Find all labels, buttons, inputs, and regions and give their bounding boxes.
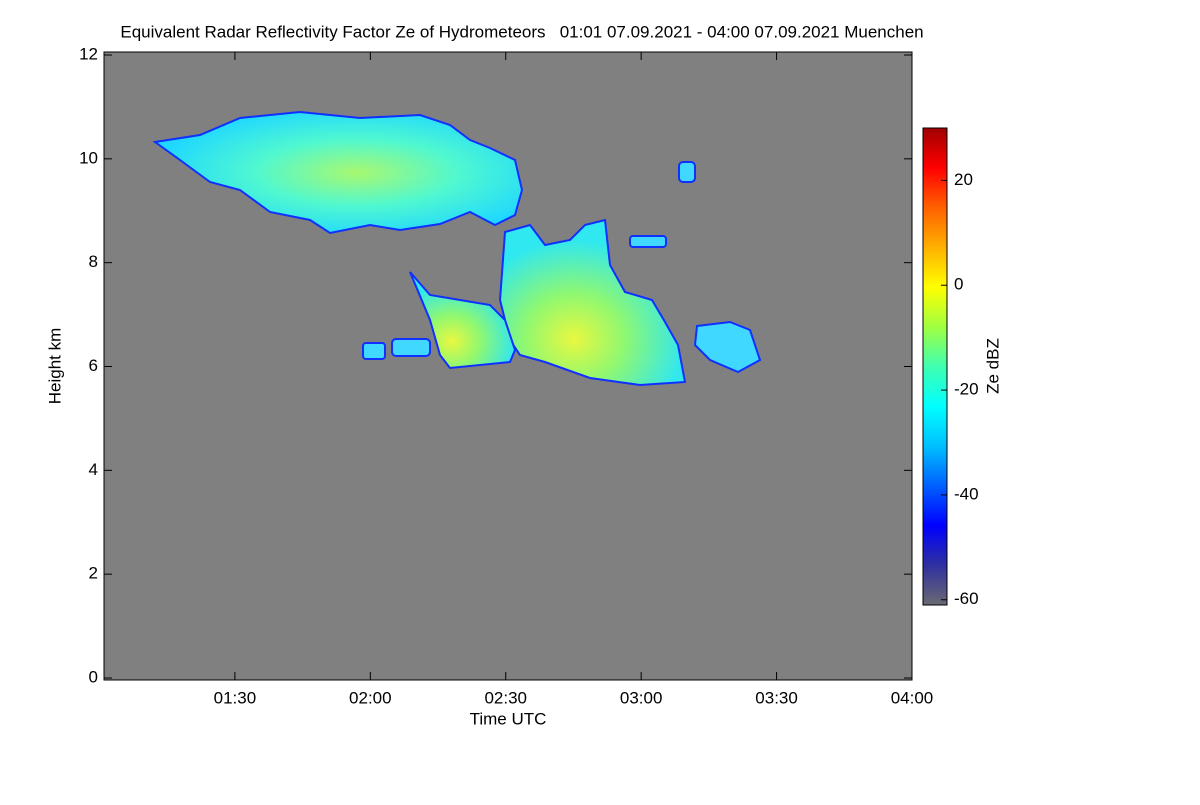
y-tick-label: 12 <box>79 44 98 63</box>
x-tick-label: 02:30 <box>484 688 527 707</box>
echo-regions <box>152 110 762 387</box>
y-tick-label: 0 <box>89 667 98 686</box>
colorbar-tick-label: -60 <box>954 589 979 608</box>
colorbar-tick-label: 0 <box>954 275 963 294</box>
echo-region <box>678 161 696 183</box>
echo-region <box>152 110 524 235</box>
x-tick-label: 02:00 <box>349 688 392 707</box>
x-tick-label: 04:00 <box>891 688 934 707</box>
y-tick-label: 6 <box>89 356 98 375</box>
echo-region <box>391 338 431 357</box>
y-tick-label: 4 <box>89 460 98 479</box>
x-tick-label: 03:30 <box>755 688 798 707</box>
colorbar-tick-label: -20 <box>954 380 979 399</box>
chart-title: Equivalent Radar Reflectivity Factor Ze … <box>120 22 923 41</box>
x-axis-label: Time UTC <box>470 709 547 728</box>
colorbar <box>922 127 948 606</box>
colorbar-tick-label: 20 <box>954 170 973 189</box>
y-tick-label: 2 <box>89 564 98 583</box>
colorbar-tick-label: -40 <box>954 484 979 503</box>
echo-region <box>409 271 517 370</box>
echo-region <box>498 218 687 387</box>
echo-region <box>362 342 386 360</box>
echo-region <box>693 320 762 374</box>
colorbar-label: Ze dBZ <box>983 338 1002 394</box>
x-tick-label: 03:00 <box>620 688 663 707</box>
y-tick-label: 8 <box>89 252 98 271</box>
y-axis-label: Height km <box>45 328 64 405</box>
y-tick-label: 10 <box>79 148 98 167</box>
echo-region <box>629 235 667 248</box>
x-tick-label: 01:30 <box>214 688 257 707</box>
